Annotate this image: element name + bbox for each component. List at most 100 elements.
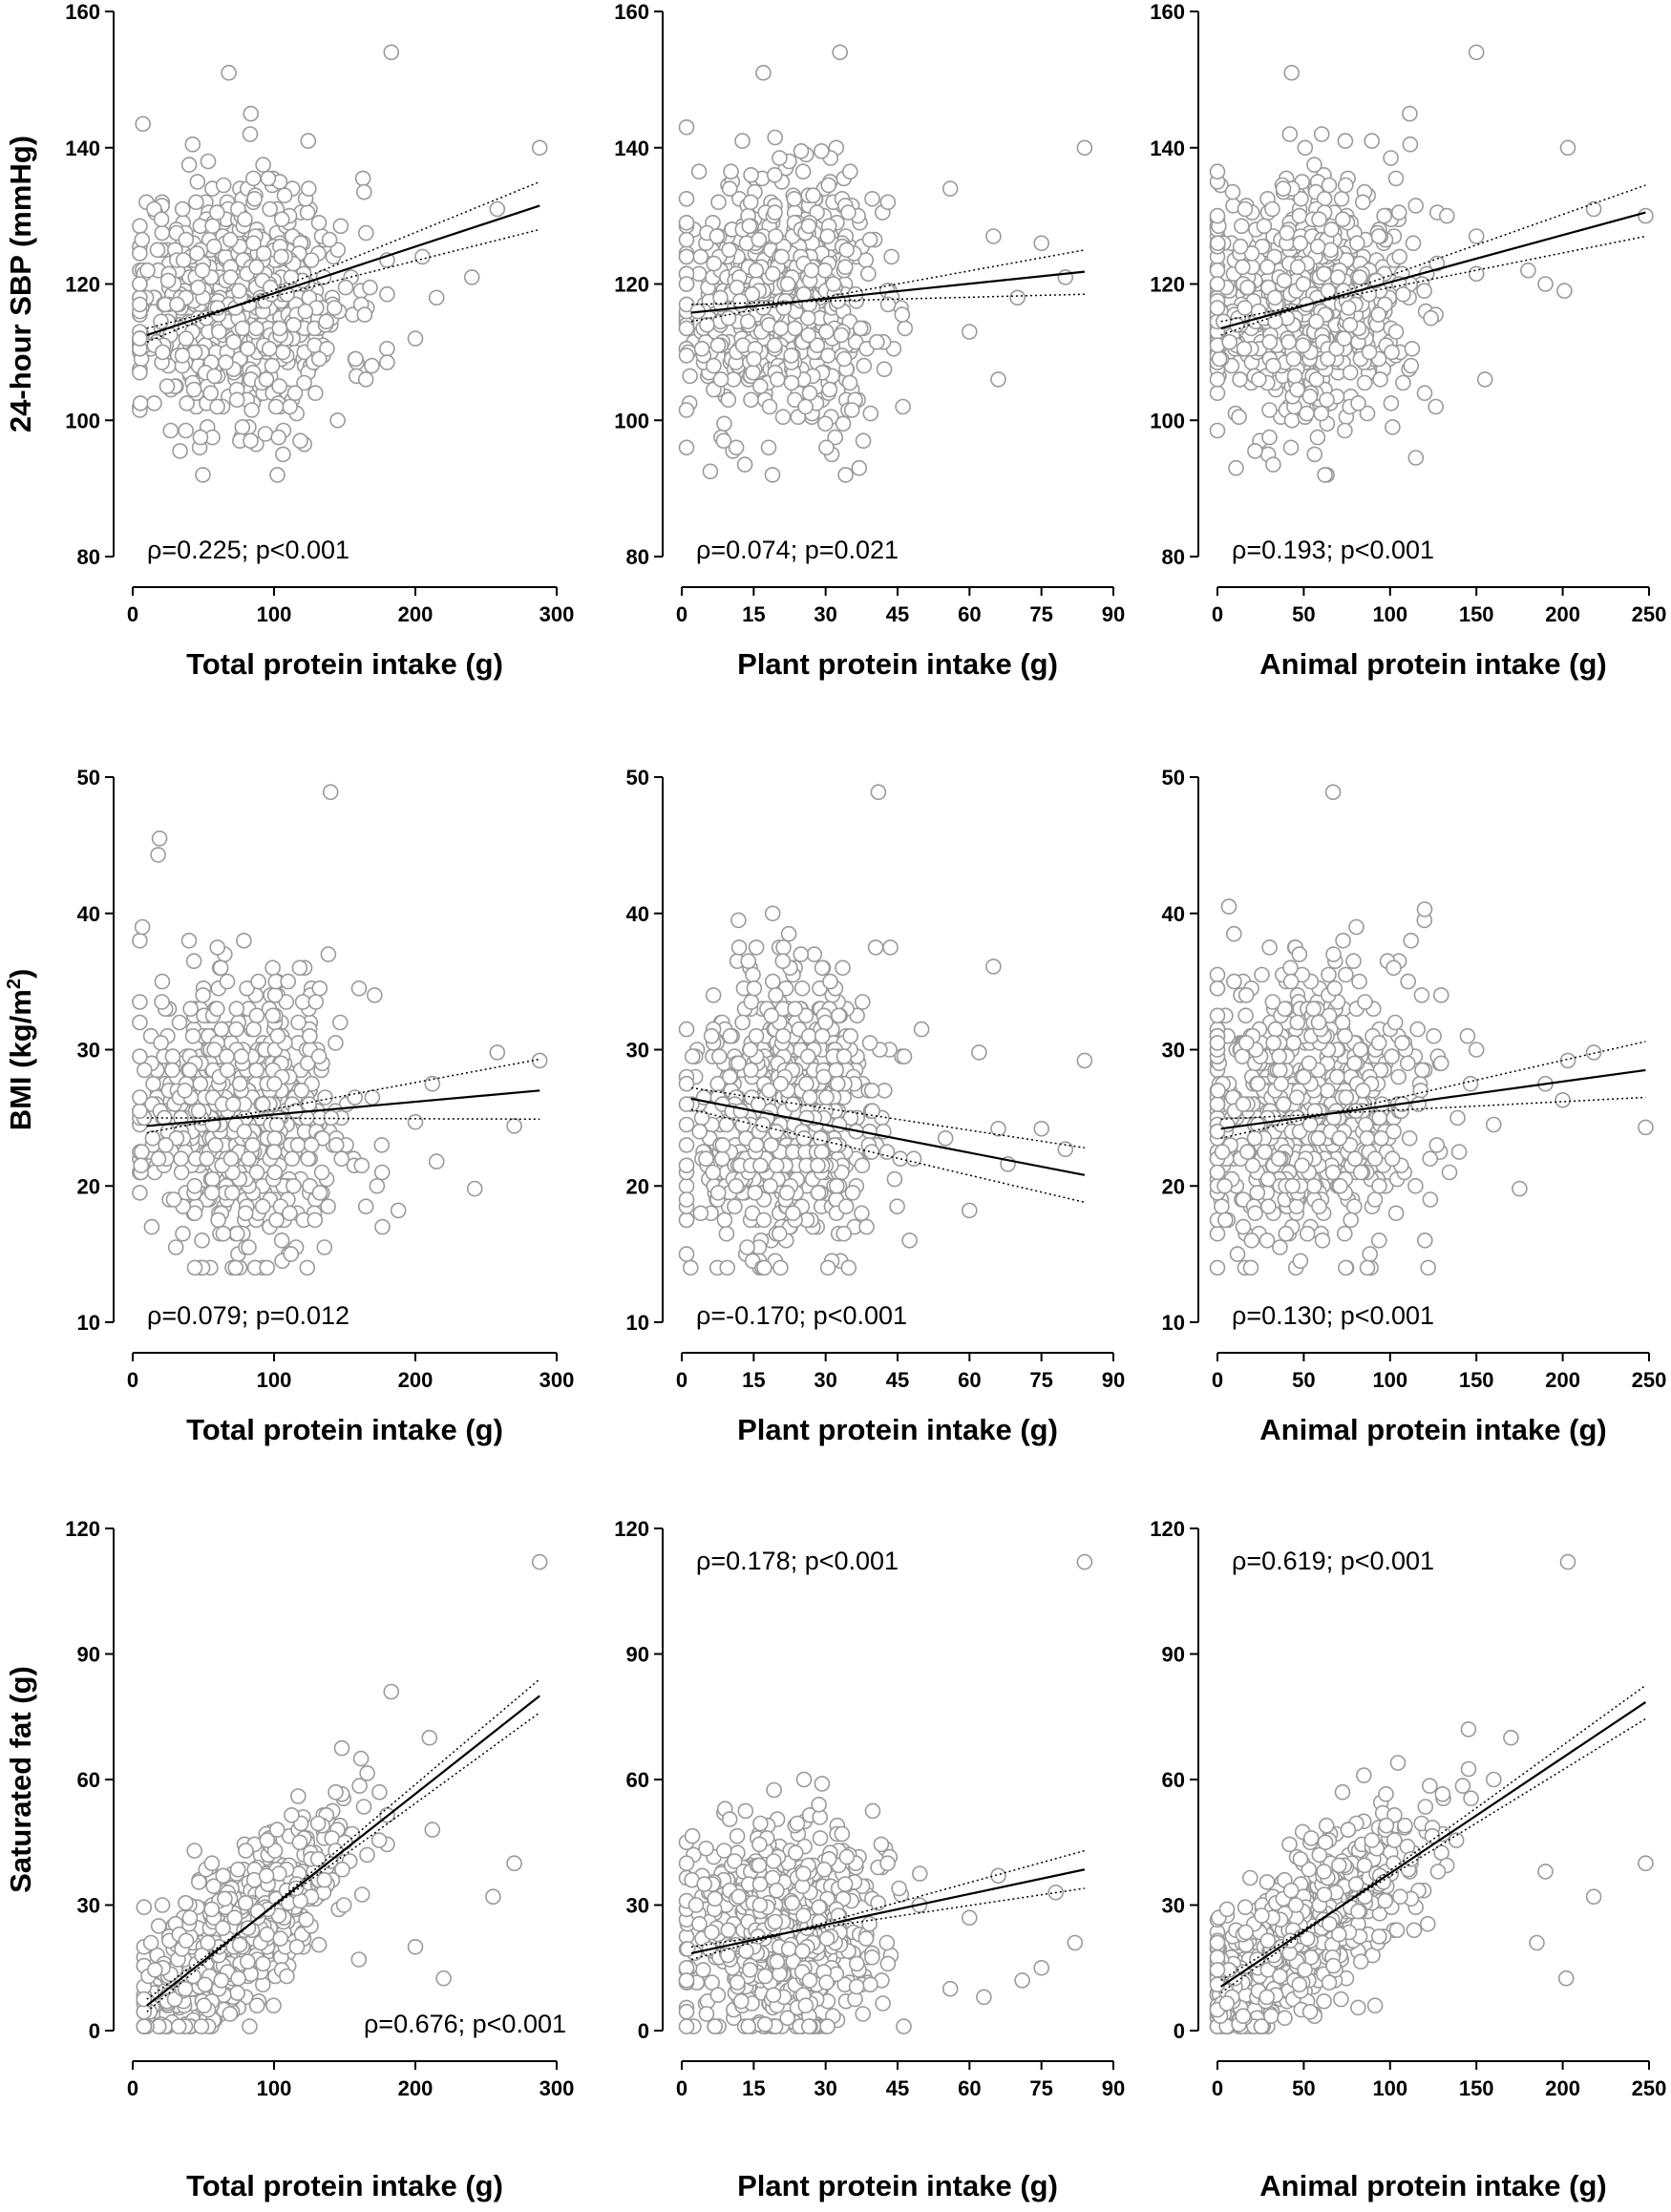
data-point [767,228,784,244]
data-point [856,357,873,374]
data-point [1285,1035,1301,1051]
data-point [186,1259,203,1276]
data-point [971,1044,987,1061]
data-point [1337,422,1353,439]
x-tick-label: 50 [1292,1368,1315,1392]
data-point [317,1089,333,1106]
data-point [1449,1109,1466,1127]
data-point [248,1062,264,1079]
data-point [1323,221,1340,238]
data-point [836,1048,853,1064]
data-point [289,1788,307,1804]
data-point [234,419,251,435]
data-point [1211,350,1228,368]
data-point [905,1150,922,1167]
data-point [1335,932,1351,949]
data-point [369,1178,386,1194]
data-point [264,1007,282,1024]
data-point [817,415,834,432]
x-tick-label: 15 [742,602,765,626]
data-point [199,1150,215,1167]
data-point [1209,262,1226,279]
x-tick-label: 0 [676,602,687,626]
data-point [178,422,194,439]
data-point [800,1027,817,1044]
data-point [1356,374,1373,391]
x-tick-label: 15 [742,2076,765,2100]
data-point [1291,207,1308,224]
data-point [1355,1083,1371,1099]
x-axis-title: Total protein intake (g) [186,647,503,681]
ci-upper-line [146,180,540,343]
y-tick-label: 20 [1162,1174,1185,1198]
data-point [260,170,277,187]
data-point [746,350,762,368]
data-point [854,1205,870,1222]
data-point [678,439,695,456]
data-point [245,1021,263,1038]
data-point [268,1211,285,1229]
data-point [255,245,272,262]
data-point [1209,1007,1226,1024]
x-tick-label: 300 [539,1368,575,1392]
data-point [1259,259,1276,276]
data-point [1242,1259,1259,1276]
data-point [178,231,195,248]
data-point [407,330,424,347]
data-point [269,467,286,483]
data-point [774,409,792,426]
data-point [407,1113,424,1130]
data-point [506,1118,522,1134]
data-point [678,1211,695,1229]
data-point [780,925,797,942]
data-point [1076,1052,1093,1069]
data-point [1433,1055,1449,1072]
data-point [1450,1144,1468,1160]
data-point [171,1014,188,1031]
data-point [250,973,266,990]
x-tick-label: 0 [676,1368,687,1392]
correlation-annotation: ρ=0.074; p=0.021 [696,536,899,564]
data-point [798,1075,814,1092]
data-point [297,303,314,320]
data-point [1468,228,1485,244]
correlation-annotation: ρ=0.676; p<0.001 [364,2010,566,2038]
data-point [855,432,872,450]
data-point [301,1096,318,1112]
data-point [1407,198,1424,214]
data-point [818,1089,835,1106]
data-point [1278,1225,1295,1242]
data-point [1232,238,1249,255]
data-point [134,231,151,248]
data-point [1468,1042,1485,1058]
data-point [370,1832,388,1848]
data-point [1384,1150,1401,1167]
data-point [1299,405,1315,422]
data-point [1279,224,1296,242]
data-point [421,1729,438,1746]
data-point [774,1027,792,1044]
data-point [134,918,151,936]
data-point [709,1185,727,1201]
data-point [172,443,188,459]
data-point [785,1205,801,1222]
data-point [332,218,349,235]
data-point [200,1934,216,1951]
data-point [1235,259,1251,276]
data-point [1420,1259,1436,1276]
data-point [184,1027,201,1044]
scatter-points [132,44,548,483]
x-tick-label: 30 [814,2076,836,2100]
data-point [204,1170,221,1188]
data-point [1338,177,1354,194]
data-point [764,905,781,922]
data-point [132,364,148,381]
data-point [990,1121,1006,1137]
data-point [828,1062,845,1079]
data-point [844,1185,861,1201]
data-point [165,1191,182,1208]
data-point [1264,200,1280,218]
data-point [889,1198,905,1214]
data-point [730,939,748,956]
data-point [294,994,311,1010]
